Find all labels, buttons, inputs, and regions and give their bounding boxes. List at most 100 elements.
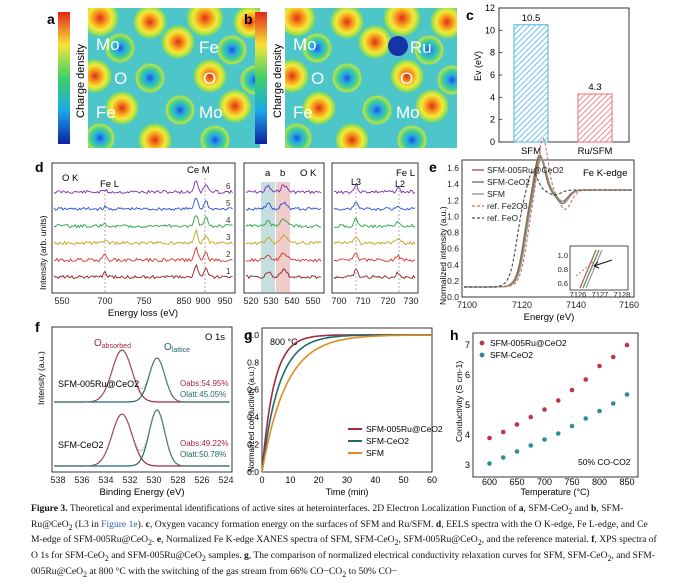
y-tick-label: 1.4 [447,179,459,189]
atom-label: Mo [293,35,317,54]
y-tick-label: 4 [465,430,470,440]
legend-entry: ref. Fe2O3 [487,201,528,211]
tick-label: 710 [355,296,370,306]
panel-g-xlabel: Time (min) [326,487,369,497]
atom-label: Fe [293,103,313,122]
eels-trace [245,201,322,211]
legend-entry: SFM-CeO2 [487,177,530,187]
figure: a Charge density Mo Fe O O Fe Mo b Charg… [35,3,639,498]
legend-label: SFM-CeO2 [366,436,409,446]
legend-label: SFM-CeO2 [490,350,533,360]
y-tick-label: 4 [490,92,495,102]
caption-text: , SFM-005Ru@CeO [398,534,478,546]
caption-text: (L3 in [72,518,102,530]
eels-trace [333,237,416,246]
eels-trace [245,218,322,229]
x-tick-label: 0 [259,475,264,485]
caption-text: , SFM-Ru@CeO [31,503,624,530]
atom-label: Fe [199,38,219,57]
tick-label: 7100 [457,300,477,310]
y-tick-label: 0.4 [247,412,259,422]
x-tick-label: 800 [592,477,607,487]
tick-label: 530 [263,296,278,306]
caption-text: , XPS spectra of O 1s for SFM-CeO [31,534,657,562]
panel-e-letter: e [429,159,437,175]
edge-label-o-k-2: O K [300,168,317,179]
x-tick-label: 60 [427,475,437,485]
panel-g-letter: g [244,327,253,343]
y-tick-label: 1.0 [247,330,259,340]
tick-label: 850 [176,296,191,306]
eels-trace [333,182,416,195]
x-tick-label: SFM [521,146,541,157]
panel-d-eels-ok: a b O K 520 530 540 550 [243,162,325,306]
x-tick-label: 538 [50,475,65,485]
panel-e-xlabel: Energy (eV) [524,312,575,323]
figure-link[interactable]: Figure 1e [101,518,138,530]
atom-label: O [400,69,413,88]
y-tick-label: 5 [465,400,470,410]
eels-trace [333,268,416,280]
panel-e-xanes: 0.0 0.2 0.4 0.6 0.8 1.0 1.2 1.4 1.6 7100 7120 71… [447,137,639,323]
x-tick-label: 650 [509,477,524,487]
y-tick-label: 0 [490,137,495,147]
sample-label: SFM-CeO2 [58,440,104,450]
panel-h-ylabel: Conductivity (S cm-1) [454,361,464,442]
bar-value-label: 10.5 [522,13,541,24]
x-tick-label: 530 [146,475,161,485]
atom-label: Fe [96,103,116,122]
x-tick-label: 536 [74,475,89,485]
caption-text: , Oxygen vacancy formation energy on the… [149,518,436,530]
panel-d-xlabel: Energy loss (eV) [108,308,178,319]
data-point [487,461,492,466]
data-point [514,422,520,427]
percent-label: Olatt:45.05% [180,390,226,399]
x-tick-label: 20 [314,475,324,485]
legend-label: SFM-005Ru@CeO2 [366,424,443,434]
panel-g-annotation: 800 °C [270,337,298,347]
tick-label: 7128 [614,290,631,299]
xps-peak-lattice [54,357,230,403]
panel-a-atom-labels: Mo Fe O O Fe Mo [96,35,223,122]
plot-frame [51,162,236,294]
x-tick-label: 524 [218,475,233,485]
data-point [583,377,589,382]
data-point [555,398,561,403]
tick-label: 550 [54,296,69,306]
caption-text: , Normalized Fe K-edge XANES spectra of … [161,534,395,546]
atom-label: Mo [396,103,420,122]
edge-label-fe-l-2: Fe L [396,168,415,179]
atom-label: O [311,69,324,88]
eels-trace [333,252,416,263]
caption-panel-ref: e [156,534,162,546]
tick-label: 720 [380,296,395,306]
panel-a-colorbar [58,12,70,144]
caption-text: ). [137,518,146,530]
plot-frame [472,332,639,478]
panel-b-colorbar-label: Charge density [272,44,284,118]
edge-label-ce-m: Ce M [187,165,210,176]
panel-d-eels-fel: Fe L L3 L2 700 710 720 730 [331,162,419,306]
xps-envelope [54,349,230,403]
x-tick-label: 750 [564,477,579,487]
tick-label: 0.8 [558,265,568,274]
plot-frame [331,162,419,294]
panel-f-title: O 1s [205,332,225,343]
data-point [514,449,520,454]
panel-b-elf-map [285,8,457,148]
panel-e-inset: 1.0 0.8 0.6 7126 7127 7128 [558,245,631,299]
panel-d-letter: d [35,159,44,175]
panel-g-line-chart: 800 °C Time (min) 0 10 20 30 40 50 60 0.0 0.2 0.4… [247,327,443,497]
tick-label: 7140 [566,300,586,310]
percent-label: Olatt:50.78% [180,450,226,459]
tick-label: 700 [97,296,112,306]
y-tick-label: 0.8 [247,357,259,367]
caption-label: Figure 3. [31,503,68,514]
eels-trace [245,252,322,263]
tick-label: 700 [331,296,346,306]
y-tick-label: 1.0 [447,211,459,221]
panel-f-letter: f [35,319,40,335]
y-tick-label: 0.0 [447,292,459,302]
figure-canvas: a Charge density Mo Fe O O Fe Mo b Charg… [35,3,639,498]
eels-trace [245,233,322,246]
